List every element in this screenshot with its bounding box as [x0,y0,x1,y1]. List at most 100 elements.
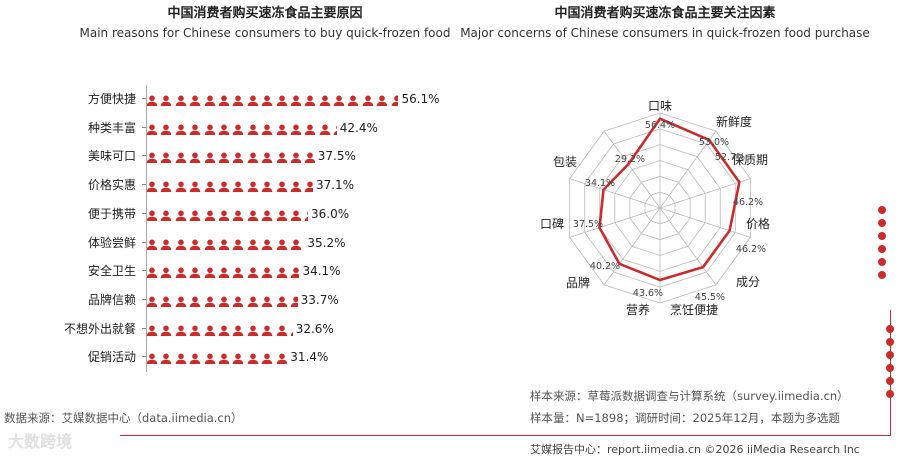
person-icon [261,208,275,221]
person-icon [247,237,261,250]
bar-value-label: 37.5% [317,149,356,164]
person-icon [261,237,275,250]
bar-category-label: 方便快捷 [87,92,136,106]
radar-value-label: 52.7% [715,152,745,163]
radar-category-label: 保质期 [732,153,768,167]
radar-value-label: 53.0% [699,137,729,148]
person-icon [175,265,189,279]
radar-chart-subtitle: Major concerns of Chinese consumers in q… [460,26,870,40]
person-icon [276,323,290,336]
bar-mark [146,122,337,135]
person-icon [146,265,160,279]
bar-mark [146,265,300,279]
person-icon [204,150,218,164]
sample-size-note: 样本量：N=1898；调研时间：2025年12月，本题为多选题 [530,411,840,425]
radar-category-label: 新鲜度 [716,114,752,129]
person-icon [189,351,203,365]
person-icon [146,179,160,193]
axis-tick [142,327,146,329]
radar-value-label: 40.2% [590,261,620,272]
radar-category-label: 口碑 [540,216,564,231]
axis-tick [142,356,146,358]
person-icon [160,122,174,135]
person-icon [146,208,160,221]
person-icon [146,93,160,106]
person-icon [204,208,218,221]
person-icon [204,93,218,106]
bar-value-label: 56.1% [401,92,440,106]
bar-chart-axis [146,85,147,372]
person-icon [160,265,174,279]
radar-value-label: 37.5% [573,219,603,230]
person-icon [376,93,390,106]
watermark-logo: 大数跨境 [8,432,73,451]
person-icon [175,294,189,307]
person-icon [232,179,246,193]
person-icon [261,294,275,307]
person-icon [218,208,232,221]
bar-chart-title: 中国消费者购买速冻食品主要原因 [167,6,363,21]
person-icon [160,323,174,336]
person-icon [160,150,174,164]
radar-spoke [569,207,661,238]
person-icon [261,150,275,164]
person-icon [175,179,189,193]
person-icon [261,93,275,106]
person-icon [362,93,376,106]
person-icon [232,122,246,135]
person-icon [175,323,189,336]
person-icon [261,351,275,365]
person-icon [232,208,246,221]
person-icon [204,179,218,193]
person-icon [261,265,275,279]
person-icon [304,150,315,164]
person-icon [319,122,333,135]
person-icon [247,93,261,106]
radar-chart-title: 中国消费者购买速冻食品主要关注因素 [554,6,776,21]
radar-series-line [598,117,741,282]
person-icon [175,122,189,135]
bar-value-label: 31.4% [290,350,329,365]
person-icon [175,150,189,164]
bar-category-label: 种类丰富 [87,120,136,135]
person-icon [175,351,189,365]
radar-category-label: 价格 [746,216,770,231]
axis-tick [142,241,146,243]
person-icon [261,122,275,135]
person-icon [189,323,203,336]
person-icon [247,351,261,365]
person-icon [232,265,246,279]
footer-divider [120,435,890,436]
person-icon [189,122,203,135]
bar-value-label: 36.0% [311,206,350,221]
radar-spoke [603,207,661,286]
radar-category-label: 营养 [626,302,650,317]
person-icon [189,265,203,279]
person-icon [290,179,304,193]
person-icon [160,237,174,250]
radar-category-label: 口味 [648,99,672,113]
axis-tick [142,184,146,186]
person-icon [146,122,160,135]
radar-category-label: 品牌 [566,276,590,290]
person-icon [261,323,275,336]
person-icon [160,93,174,106]
person-icon [276,122,290,135]
person-icon [247,150,261,164]
radar-spoke [659,207,751,238]
person-icon [347,93,361,106]
person-icon [232,150,246,164]
axis-tick [142,298,146,300]
person-icon [261,179,275,193]
radar-spoke [603,130,661,209]
person-icon [290,323,293,336]
person-icon [247,179,261,193]
radar-value-label: 56.4% [645,120,675,131]
bar-category-label: 美味可口 [87,149,136,164]
person-icon [276,237,290,250]
bar-mark [146,294,298,307]
radar-value-label: 34.1% [585,178,615,189]
person-icon [204,122,218,135]
footer-vertical-divider [890,310,891,436]
bar-value-label: 42.4% [339,120,378,135]
